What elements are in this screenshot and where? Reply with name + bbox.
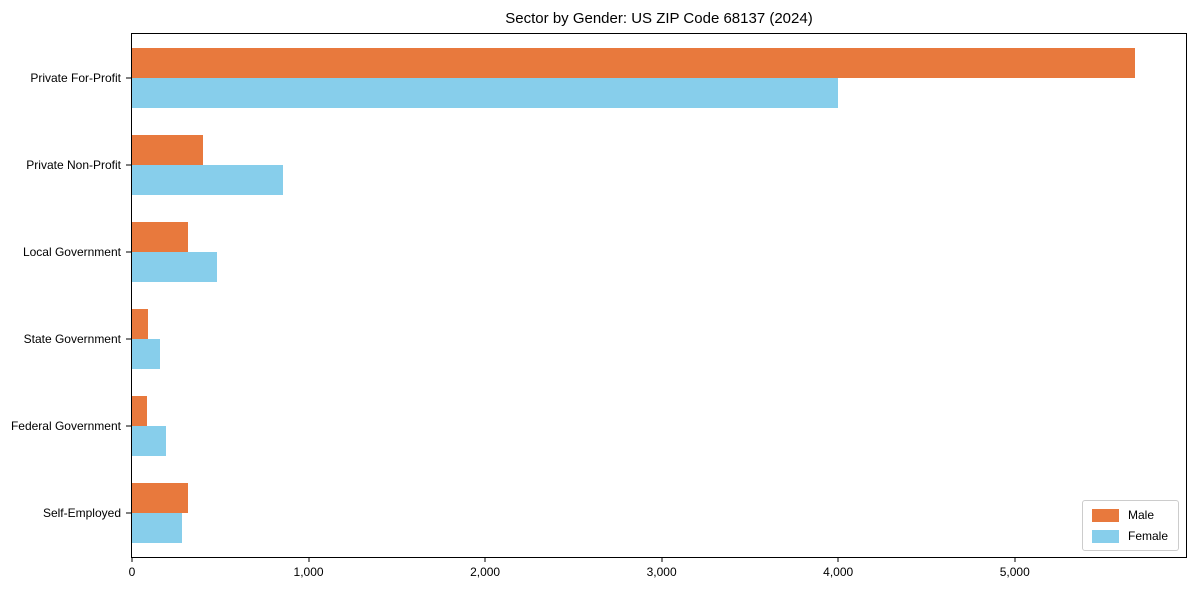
bar-female-federal-government (132, 426, 166, 457)
bar-male-local-government (132, 221, 189, 252)
x-tick-label-1000: 1,000 (293, 565, 324, 579)
x-tick-mark-1000 (308, 557, 310, 562)
y-tick-label-self-employed: Self-Employed (42, 506, 121, 521)
y-tick-mark-state-government (126, 338, 131, 340)
x-tick-label-4000: 4,000 (823, 565, 854, 579)
y-tick-mark-federal-government (126, 425, 131, 427)
legend-entry-female: Female (1091, 529, 1168, 543)
bar-female-self-employed (132, 513, 183, 544)
y-tick-label-federal-government: Federal Government (10, 419, 121, 434)
y-tick-mark-local-government (126, 251, 131, 253)
x-tick-mark-0 (131, 557, 133, 562)
bar-male-private-non-profit (132, 134, 203, 165)
x-tick-label-3000: 3,000 (646, 565, 677, 579)
legend-label-female: Female (1127, 529, 1168, 543)
y-tick-mark-private-for-profit (126, 77, 131, 79)
y-tick-label-private-for-profit: Private For-Profit (30, 70, 121, 85)
y-tick-mark-private-non-profit (126, 164, 131, 166)
x-tick-mark-3000 (661, 557, 663, 562)
bar-female-private-for-profit (132, 77, 839, 108)
bar-male-self-employed (132, 483, 189, 514)
legend: Male Female (1081, 500, 1179, 551)
bar-male-federal-government (132, 396, 147, 427)
bar-female-local-government (132, 251, 217, 282)
x-tick-label-2000: 2,000 (470, 565, 501, 579)
y-tick-label-state-government: State Government (23, 332, 121, 347)
legend-label-male: Male (1127, 508, 1154, 522)
legend-swatch-female (1091, 529, 1119, 543)
bar-male-state-government (132, 309, 148, 340)
x-tick-label-0: 0 (128, 565, 136, 579)
chart-title: Sector by Gender: US ZIP Code 68137 (202… (505, 10, 813, 27)
bar-female-state-government (132, 339, 161, 370)
bar-male-private-for-profit (132, 47, 1135, 78)
x-tick-mark-5000 (1014, 557, 1016, 562)
x-tick-mark-2000 (484, 557, 486, 562)
legend-swatch-male (1091, 508, 1119, 522)
y-tick-mark-self-employed (126, 512, 131, 514)
y-tick-label-private-non-profit: Private Non-Profit (26, 157, 121, 172)
x-tick-label-5000: 5,000 (999, 565, 1030, 579)
legend-entry-male: Male (1091, 508, 1168, 522)
plot-area: Private For-Profit Private Non-Profit Loca… (11, 33, 1187, 579)
x-tick-mark-4000 (837, 557, 839, 562)
y-tick-label-local-government: Local Government (22, 244, 121, 259)
bar-female-private-non-profit (132, 164, 283, 195)
